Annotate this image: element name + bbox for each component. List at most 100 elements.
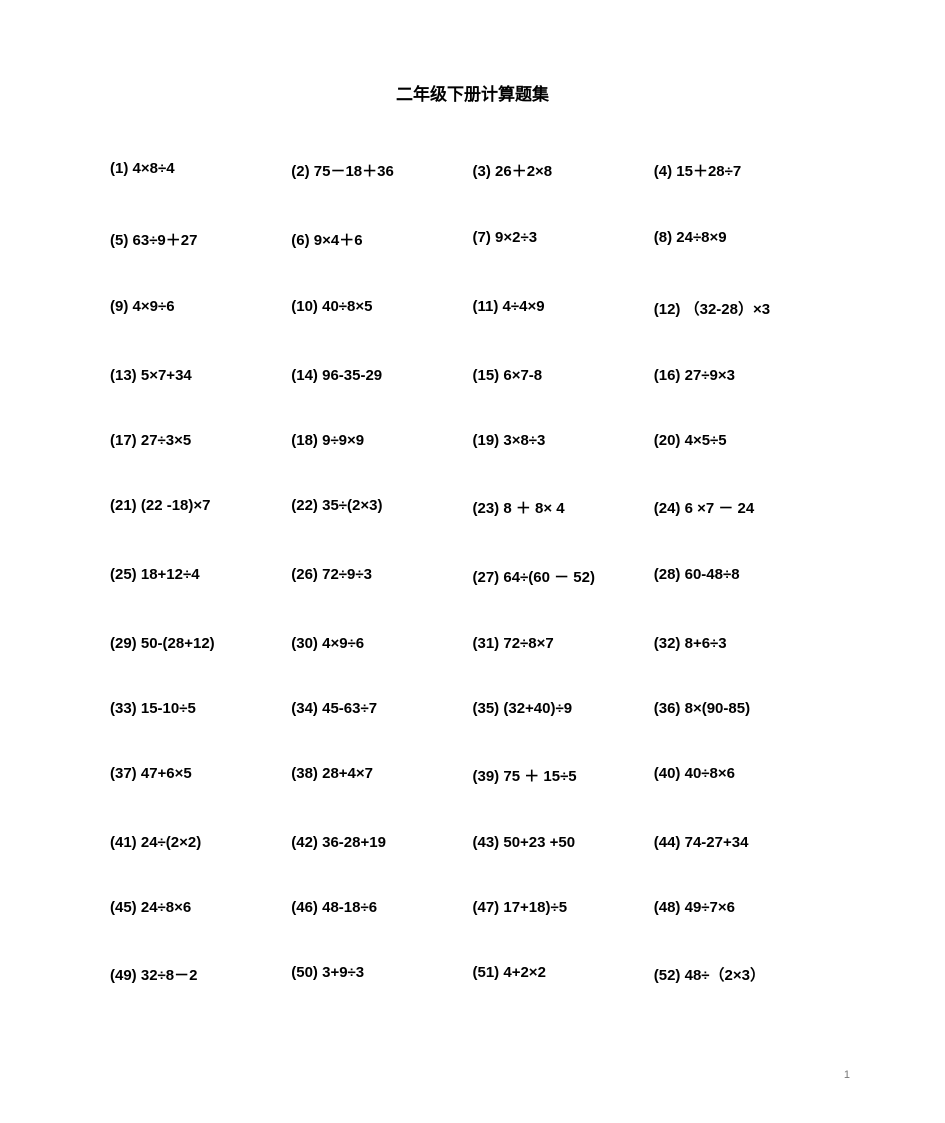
problem-number: (6): [291, 232, 309, 249]
problem-number: (10): [291, 298, 318, 315]
problem-cell: (17) 27÷3×5: [110, 432, 291, 449]
problem-cell: (26) 72÷9÷3: [291, 566, 472, 587]
problem-cell: (12) （32-28）×3: [654, 298, 835, 319]
problem-expression: 9×2÷3: [495, 229, 537, 246]
problem-number: (25): [110, 566, 137, 583]
problem-expression: 17+18)÷5: [503, 899, 567, 916]
problem-expression: 47+6×5: [141, 765, 192, 782]
problem-expression: 75 ＋ 15÷5: [503, 768, 576, 785]
problem-expression: (22 -18)×7: [141, 497, 211, 514]
problem-cell: (11) 4÷4×9: [473, 298, 654, 319]
problem-number: (13): [110, 367, 137, 384]
problem-expression: 45-63÷7: [322, 700, 377, 717]
problem-row: (17) 27÷3×5(18) 9÷9×9(19) 3×8÷3(20) 4×5÷…: [110, 432, 835, 449]
problem-expression: 18+12÷4: [141, 566, 200, 583]
problem-number: (18): [291, 432, 318, 449]
problem-cell: (37) 47+6×5: [110, 765, 291, 786]
problem-cell: (27) 64÷(60 － 52): [473, 566, 654, 587]
problem-expression: 32÷8－2: [141, 967, 198, 984]
problem-number: (48): [654, 899, 681, 916]
problem-number: (43): [473, 834, 500, 851]
problem-cell: (36) 8×(90-85): [654, 700, 835, 717]
problem-number: (16): [654, 367, 681, 384]
problem-cell: (14) 96-35-29: [291, 367, 472, 384]
problem-cell: (34) 45-63÷7: [291, 700, 472, 717]
problem-cell: (20) 4×5÷5: [654, 432, 835, 449]
problems-container: (1) 4×8÷4(2) 75－18＋36(3) 26＋2×8(4) 15＋28…: [110, 160, 835, 1033]
problem-number: (49): [110, 967, 137, 984]
problem-cell: (13) 5×7+34: [110, 367, 291, 384]
problem-number: (37): [110, 765, 137, 782]
problem-number: (38): [291, 765, 318, 782]
problem-number: (17): [110, 432, 137, 449]
problem-expression: 3+9÷3: [322, 964, 364, 981]
problem-expression: 4×5÷5: [685, 432, 727, 449]
problem-expression: (32+40)÷9: [503, 700, 572, 717]
problem-cell: (9) 4×9÷6: [110, 298, 291, 319]
problem-expression: 4×9÷6: [133, 298, 175, 315]
problem-cell: (46) 48-18÷6: [291, 899, 472, 916]
problem-row: (25) 18+12÷4(26) 72÷9÷3(27) 64÷(60 － 52)…: [110, 566, 835, 587]
problem-cell: (5) 63÷9＋27: [110, 229, 291, 250]
problem-number: (51): [473, 964, 500, 981]
problem-expression: 9÷9×9: [322, 432, 364, 449]
problem-cell: (38) 28+4×7: [291, 765, 472, 786]
problem-number: (12): [654, 301, 681, 318]
problem-number: (45): [110, 899, 137, 916]
problem-number: (24): [654, 500, 681, 517]
problem-number: (2): [291, 163, 309, 180]
problem-number: (47): [473, 899, 500, 916]
problem-row: (33) 15-10÷5(34) 45-63÷7(35) (32+40)÷9(3…: [110, 700, 835, 717]
problem-number: (46): [291, 899, 318, 916]
problem-expression: 4÷4×9: [503, 298, 545, 315]
problem-expression: 63÷9＋27: [133, 232, 198, 249]
problem-expression: 60-48÷8: [685, 566, 740, 583]
problem-cell: (29) 50-(28+12): [110, 635, 291, 652]
problem-expression: 4+2×2: [503, 964, 546, 981]
problem-number: (41): [110, 834, 137, 851]
problem-number: (39): [473, 768, 500, 785]
problem-number: (34): [291, 700, 318, 717]
problem-cell: (3) 26＋2×8: [473, 160, 654, 181]
problem-number: (19): [473, 432, 500, 449]
problem-expression: 3×8÷3: [503, 432, 545, 449]
problem-cell: (25) 18+12÷4: [110, 566, 291, 587]
problem-expression: 24÷(2×2): [141, 834, 201, 851]
problem-cell: (21) (22 -18)×7: [110, 497, 291, 518]
problem-expression: 50-(28+12): [141, 635, 215, 652]
problem-cell: (8) 24÷8×9: [654, 229, 835, 250]
problem-number: (9): [110, 298, 128, 315]
problem-number: (22): [291, 497, 318, 514]
problem-expression: 8+6÷3: [685, 635, 727, 652]
problem-number: (4): [654, 163, 672, 180]
problem-cell: (31) 72÷8×7: [473, 635, 654, 652]
problem-expression: 50+23 +50: [503, 834, 575, 851]
problem-cell: (39) 75 ＋ 15÷5: [473, 765, 654, 786]
problem-number: (30): [291, 635, 318, 652]
problem-expression: 72÷8×7: [503, 635, 553, 652]
problem-number: (26): [291, 566, 318, 583]
problem-number: (50): [291, 964, 318, 981]
problem-cell: (19) 3×8÷3: [473, 432, 654, 449]
problem-expression: 26＋2×8: [495, 163, 552, 180]
problem-expression: 6×7-8: [503, 367, 542, 384]
problem-expression: 75－18＋36: [314, 163, 394, 180]
problem-cell: (15) 6×7-8: [473, 367, 654, 384]
problem-number: (15): [473, 367, 500, 384]
problem-cell: (52) 48÷（2×3）: [654, 964, 835, 985]
problem-expression: 35÷(2×3): [322, 497, 382, 514]
problem-cell: (23) 8 ＋ 8× 4: [473, 497, 654, 518]
problem-expression: 8×(90-85): [685, 700, 750, 717]
problem-row: (13) 5×7+34(14) 96-35-29(15) 6×7-8(16) 2…: [110, 367, 835, 384]
problem-cell: (6) 9×4＋6: [291, 229, 472, 250]
problem-cell: (32) 8+6÷3: [654, 635, 835, 652]
problem-number: (35): [473, 700, 500, 717]
problem-number: (1): [110, 160, 128, 177]
problem-cell: (22) 35÷(2×3): [291, 497, 472, 518]
problem-number: (11): [473, 298, 499, 315]
problem-cell: (1) 4×8÷4: [110, 160, 291, 181]
problem-number: (21): [110, 497, 137, 514]
problem-number: (40): [654, 765, 681, 782]
problem-cell: (42) 36-28+19: [291, 834, 472, 851]
problem-expression: 4×9÷6: [322, 635, 364, 652]
